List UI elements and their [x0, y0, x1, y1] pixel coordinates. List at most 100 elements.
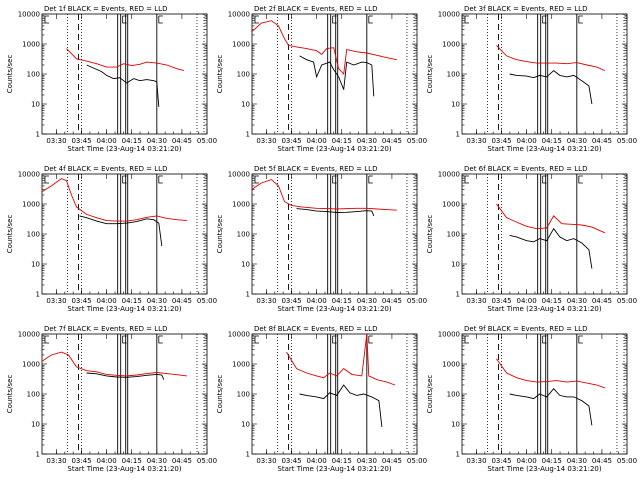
- x-tick-label: 04:45: [172, 457, 192, 465]
- x-tick-label: 04:45: [172, 137, 192, 145]
- x-tick-label: 03:45: [71, 137, 91, 145]
- x-axis-label: Start Time (23-Aug-14 03:21:20): [487, 145, 601, 153]
- x-tick-label: 04:15: [122, 457, 142, 465]
- y-tick-label: 1000: [22, 41, 40, 49]
- x-tick-label: 04:30: [147, 137, 167, 145]
- y-axis-label: Counts/sec: [216, 375, 224, 414]
- panel-title: Det 8f BLACK = Events, RED = LLD: [254, 325, 377, 333]
- y-tick-label: 10000: [228, 171, 250, 179]
- x-tick-label: 03:30: [466, 457, 486, 465]
- y-axis-label: Counts/sec: [216, 215, 224, 254]
- x-tick-label: 04:45: [382, 457, 402, 465]
- flag-mark: [44, 175, 49, 184]
- x-tick-label: 03:30: [46, 297, 66, 305]
- flag-mark: [122, 15, 127, 24]
- y-axis-label: Counts/sec: [426, 55, 434, 94]
- flag-mark: [332, 175, 337, 184]
- y-tick-label: 1000: [232, 41, 250, 49]
- x-tick-label: 04:15: [542, 137, 562, 145]
- y-tick-label: 1: [36, 451, 40, 459]
- panel-title: Det 1f BLACK = Events, RED = LLD: [44, 5, 167, 13]
- y-tick-label: 100: [237, 231, 250, 239]
- x-tick-label: 04:00: [517, 137, 537, 145]
- plot-frame: [251, 333, 418, 455]
- y-tick-label: 10000: [438, 331, 460, 339]
- events-series-line: [299, 55, 375, 97]
- flag-mark: [368, 15, 373, 24]
- y-tick-label: 10000: [228, 331, 250, 339]
- lld-series-line: [66, 48, 185, 72]
- y-tick-label: 1000: [232, 361, 250, 369]
- lld-series-line: [251, 179, 397, 211]
- y-tick-label: 100: [237, 71, 250, 79]
- y-tick-label: 10: [241, 261, 250, 269]
- x-axis-label: Start Time (23-Aug-14 03:21:20): [277, 145, 391, 153]
- flag-mark: [254, 335, 259, 344]
- flag-mark: [578, 335, 583, 344]
- y-tick-label: 1: [456, 131, 460, 139]
- flag-mark: [464, 175, 469, 184]
- detector-panel-9: Det 9f BLACK = Events, RED = LLD Counts/s…: [426, 325, 637, 473]
- detector-panel-7: Det 7f BLACK = Events, RED = LLD Counts/s…: [6, 325, 217, 473]
- x-tick-label: 03:30: [466, 137, 486, 145]
- y-tick-label: 10000: [438, 11, 460, 19]
- x-tick-label: 03:30: [256, 457, 276, 465]
- x-tick-label: 05:00: [197, 457, 217, 465]
- x-tick-label: 05:00: [407, 297, 427, 305]
- y-axis-label: Counts/sec: [426, 215, 434, 254]
- flag-mark: [158, 335, 163, 344]
- x-tick-label: 04:45: [382, 137, 402, 145]
- y-tick-label: 10: [451, 261, 460, 269]
- x-tick-label: 04:30: [567, 457, 587, 465]
- flag-mark: [122, 335, 127, 344]
- flag-mark: [254, 175, 259, 184]
- y-tick-label: 10: [31, 101, 40, 109]
- x-tick-label: 04:30: [357, 457, 377, 465]
- plot-frame: [41, 13, 208, 135]
- x-tick-label: 04:30: [357, 297, 377, 305]
- x-tick-label: 03:45: [491, 297, 511, 305]
- y-axis-label: Counts/sec: [216, 55, 224, 94]
- detector-panel-3: Det 3f BLACK = Events, RED = LLD Counts/s…: [426, 5, 637, 153]
- flag-mark: [542, 175, 547, 184]
- y-tick-label: 100: [27, 231, 40, 239]
- x-tick-label: 04:45: [382, 297, 402, 305]
- flag-mark: [464, 15, 469, 24]
- y-tick-label: 10: [31, 261, 40, 269]
- events-series-line: [86, 64, 160, 107]
- flag-mark: [158, 175, 163, 184]
- x-tick-label: 03:30: [256, 137, 276, 145]
- events-series-line: [296, 208, 375, 217]
- x-tick-label: 04:30: [147, 457, 167, 465]
- x-tick-label: 03:45: [491, 457, 511, 465]
- x-tick-label: 04:00: [97, 137, 117, 145]
- x-tick-label: 04:15: [122, 137, 142, 145]
- events-series-line: [509, 70, 593, 105]
- y-tick-label: 10000: [438, 171, 460, 179]
- x-tick-label: 04:15: [122, 297, 142, 305]
- y-tick-label: 10000: [18, 171, 40, 179]
- y-tick-label: 10: [241, 101, 250, 109]
- x-tick-label: 04:15: [332, 457, 352, 465]
- flag-mark: [122, 175, 127, 184]
- lld-series-line: [41, 351, 187, 377]
- events-series-line: [79, 215, 163, 246]
- x-axis-label: Start Time (23-Aug-14 03:21:20): [67, 305, 181, 313]
- x-axis-label: Start Time (23-Aug-14 03:21:20): [487, 465, 601, 473]
- y-tick-label: 100: [27, 71, 40, 79]
- y-tick-label: 1000: [442, 41, 460, 49]
- y-tick-label: 1: [246, 131, 250, 139]
- x-tick-label: 04:30: [567, 297, 587, 305]
- detector-panel-5: Det 5f BLACK = Events, RED = LLD Counts/s…: [216, 165, 427, 313]
- events-series-line: [509, 227, 593, 269]
- panel-title: Det 2f BLACK = Events, RED = LLD: [254, 5, 377, 13]
- panel-title: Det 4f BLACK = Events, RED = LLD: [44, 165, 167, 173]
- y-axis-label: Counts/sec: [6, 215, 14, 254]
- plot-frame: [41, 173, 208, 295]
- y-tick-label: 100: [237, 391, 250, 399]
- x-tick-label: 04:15: [332, 137, 352, 145]
- x-tick-label: 04:45: [592, 457, 612, 465]
- detector-panel-2: Det 2f BLACK = Events, RED = LLD Counts/s…: [216, 5, 427, 153]
- y-axis-label: Counts/sec: [6, 55, 14, 94]
- y-tick-label: 10: [451, 421, 460, 429]
